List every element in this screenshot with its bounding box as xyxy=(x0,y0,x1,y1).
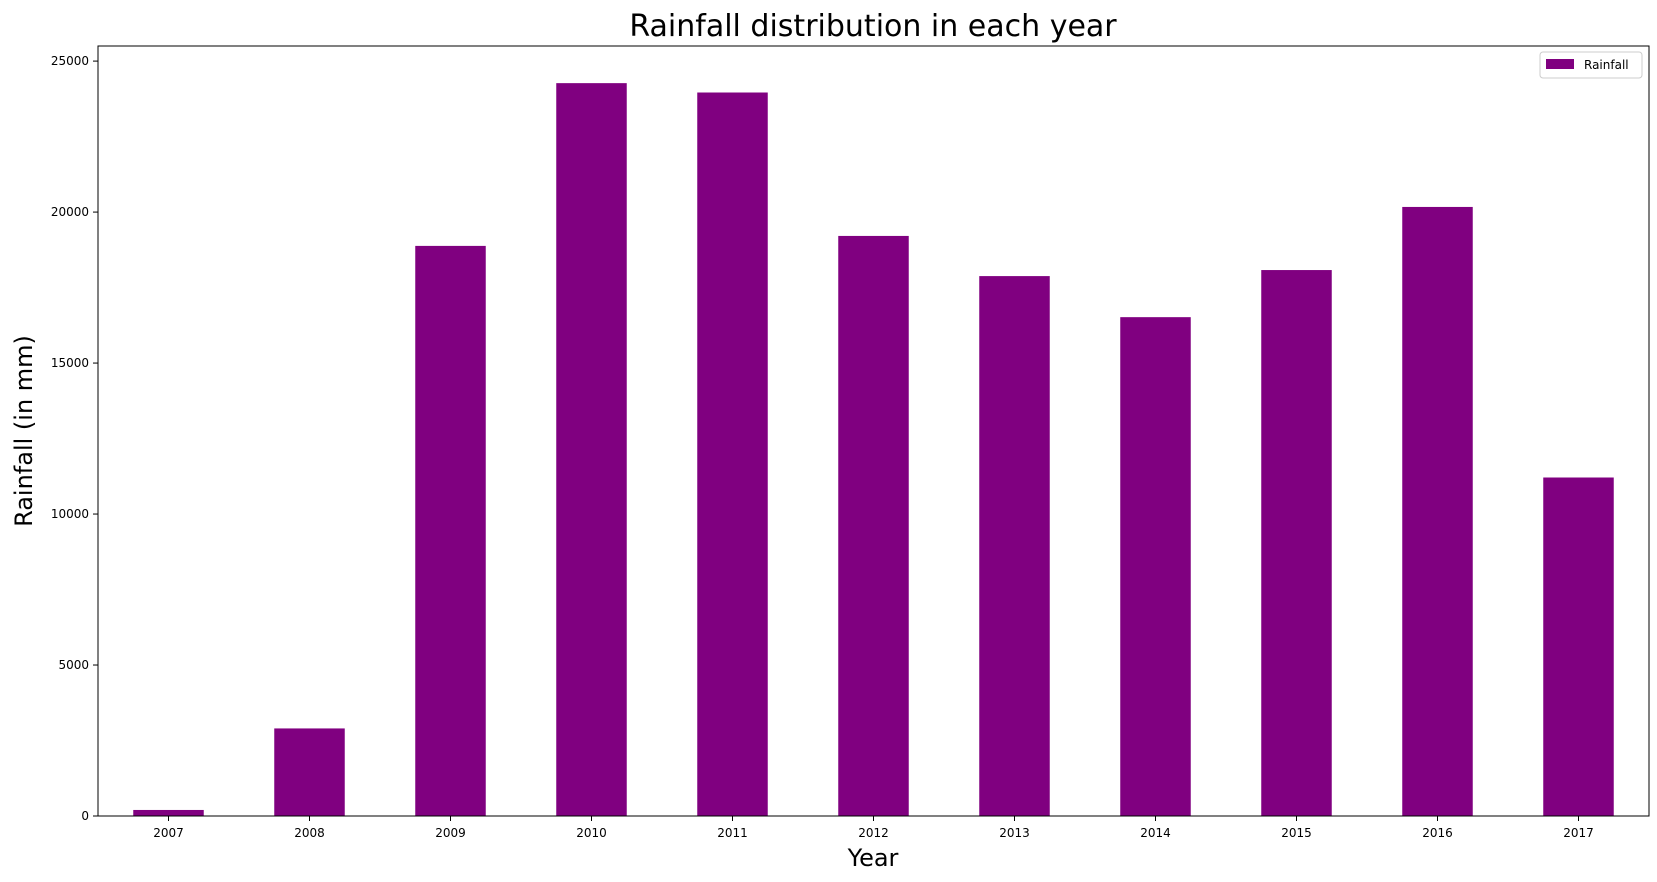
x-tick-label: 2007 xyxy=(153,826,184,840)
bar-2014 xyxy=(1120,317,1191,816)
y-tick-label: 15000 xyxy=(51,356,89,370)
y-tick-label: 0 xyxy=(81,809,89,823)
bar-2010 xyxy=(556,83,627,816)
legend-swatch xyxy=(1546,59,1574,69)
y-axis-ticks: 0 5000 10000 15000 20000 25000 xyxy=(51,54,98,823)
legend-box xyxy=(1539,51,1643,79)
x-tick-label: 2015 xyxy=(1281,826,1312,840)
y-tick-label: 10000 xyxy=(51,507,89,521)
y-tick-label: 25000 xyxy=(51,54,89,68)
y-tick-label: 5000 xyxy=(58,658,89,672)
bar-2015 xyxy=(1261,270,1332,816)
x-tick-label: 2016 xyxy=(1422,826,1453,840)
legend-label: Rainfall xyxy=(1584,58,1629,72)
bar-2012 xyxy=(838,235,909,816)
x-tick-label: 2008 xyxy=(294,826,325,840)
y-tick-label: 20000 xyxy=(51,205,89,219)
bar-2008 xyxy=(274,728,345,816)
legend: Rainfall xyxy=(1539,51,1643,79)
bar-2009 xyxy=(415,245,486,816)
x-tick-label: 2014 xyxy=(1140,826,1171,840)
x-axis-ticks: 2007 2008 2009 2010 2011 2012 2013 2014 2015 2016… xyxy=(153,816,1594,840)
x-tick-label: 2013 xyxy=(999,826,1030,840)
plot-frame xyxy=(97,45,1650,817)
bar-2017 xyxy=(1543,477,1614,816)
y-axis-label: Rainfall (in mm) xyxy=(10,335,38,527)
chart-title: Rainfall distribution in each year xyxy=(629,9,1117,44)
x-tick-label: 2009 xyxy=(435,826,466,840)
bar-2016 xyxy=(1402,206,1473,817)
bar-2011 xyxy=(697,92,768,817)
bars-group xyxy=(133,83,1614,817)
x-tick-label: 2011 xyxy=(717,826,748,840)
bar-2013 xyxy=(979,276,1050,816)
x-tick-label: 2017 xyxy=(1563,826,1594,840)
x-tick-label: 2012 xyxy=(858,826,889,840)
bar-2007 xyxy=(133,809,204,816)
x-axis-label: Year xyxy=(847,844,899,872)
x-tick-label: 2010 xyxy=(576,826,607,840)
